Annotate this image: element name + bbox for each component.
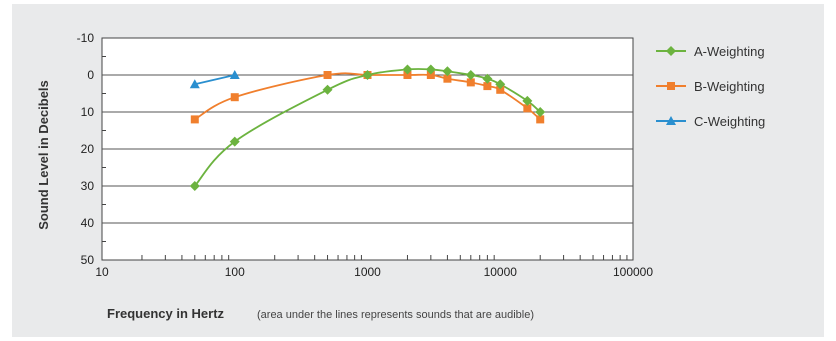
x-tick-label: 100000 xyxy=(613,265,653,279)
x-tick-labels: 10 100 1000 10000 100000 xyxy=(95,265,653,279)
x-tick-label: 100 xyxy=(225,265,245,279)
b-weighting-point xyxy=(426,71,435,79)
y-tick-label: -10 xyxy=(77,31,95,45)
legend: A-Weighting B-Weighting C-Weighting xyxy=(656,44,765,129)
y-tick-label: 10 xyxy=(81,105,95,119)
a-weighting-point xyxy=(522,95,533,106)
y-tick-label: 0 xyxy=(87,68,94,82)
b-weighting-point xyxy=(403,71,412,79)
b-weighting-point xyxy=(323,71,332,79)
b-weighting-point xyxy=(523,104,532,113)
a-weighting-point xyxy=(362,70,373,80)
y-tick-label: 30 xyxy=(81,179,95,193)
x-minor-ticks xyxy=(102,56,628,260)
a-weighting-point xyxy=(322,84,333,95)
b-weighting-legend-label: B-Weighting xyxy=(694,79,765,94)
y-tick-label: 50 xyxy=(81,253,95,267)
a-weighting-point xyxy=(535,107,546,117)
a-weighting-point xyxy=(189,181,200,191)
y-axis-label: Sound Level in Decibels xyxy=(36,80,51,230)
a-weighting-legend-marker xyxy=(666,46,676,56)
c-weighting-legend-marker xyxy=(666,116,676,125)
c-weighting-point xyxy=(189,79,200,89)
a-weighting-point xyxy=(495,79,506,90)
b-weighting-point xyxy=(466,78,475,87)
y-tick-label: 20 xyxy=(81,142,95,156)
x-axis-note: (area under the lines represents sounds … xyxy=(257,309,534,321)
c-weighting-legend-label: C-Weighting xyxy=(694,114,765,129)
a-weighting-point xyxy=(229,136,240,147)
b-weighting-point xyxy=(230,93,239,102)
a-weighting-point xyxy=(442,66,453,77)
a-weighting-point xyxy=(425,64,436,75)
b-weighting-point xyxy=(190,115,199,124)
b-weighting-point xyxy=(496,85,505,94)
b-weighting-point xyxy=(443,74,452,83)
series-markers xyxy=(189,64,546,191)
a-weighting-legend-label: A-Weighting xyxy=(694,44,765,59)
b-weighting-legend-marker xyxy=(667,82,675,90)
x-tick-label: 10 xyxy=(95,265,109,279)
b-weighting-point xyxy=(536,115,545,124)
x-tick-label: 10000 xyxy=(484,265,518,279)
b-weighting-point xyxy=(483,82,492,91)
a-weighting-point xyxy=(402,64,413,75)
a-weighting-point xyxy=(465,70,476,80)
x-axis-label: Frequency in Hertz xyxy=(107,306,225,321)
c-weighting-point xyxy=(229,70,240,79)
y-tick-label: 40 xyxy=(81,216,95,230)
x-tick-label: 1000 xyxy=(354,265,381,279)
y-tick-labels: -10 0 10 20 30 40 50 xyxy=(77,31,95,267)
a-weighting-point xyxy=(482,73,493,84)
